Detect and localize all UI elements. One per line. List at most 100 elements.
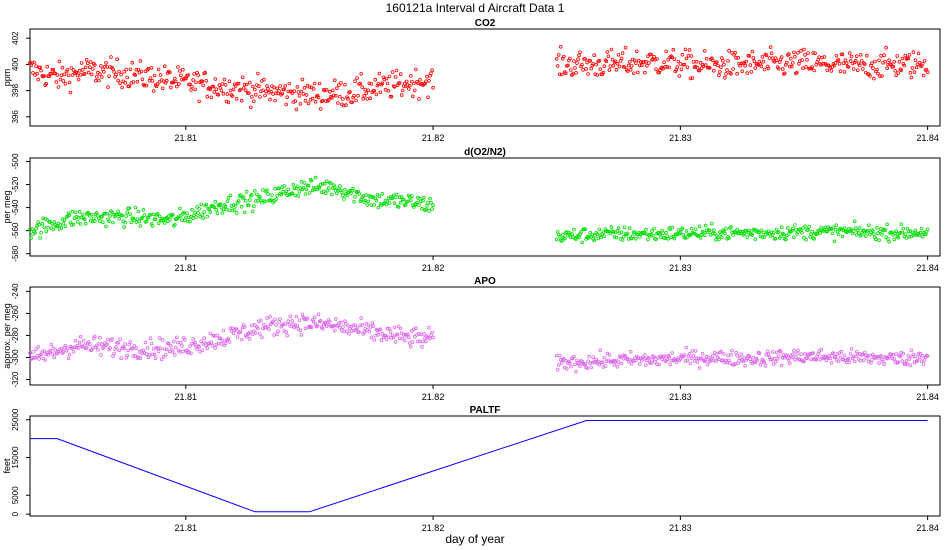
- data-point: [605, 50, 610, 54]
- plot-frame: [29, 157, 941, 257]
- data-point: [203, 70, 208, 75]
- data-point: [322, 181, 327, 186]
- data-point: [651, 233, 655, 238]
- data-point: [51, 227, 56, 232]
- data-point: [208, 210, 213, 215]
- data-point: [143, 340, 148, 345]
- data-point: [346, 323, 350, 328]
- data-point: [61, 79, 66, 83]
- data-point: [859, 59, 864, 63]
- data-point: [909, 75, 914, 80]
- y-tick-label: -320: [11, 371, 20, 388]
- data-point: [710, 58, 715, 63]
- data-point: [408, 198, 413, 203]
- data-point: [714, 352, 719, 356]
- data-point: [278, 317, 282, 321]
- data-point: [569, 235, 573, 240]
- data-point: [372, 89, 377, 93]
- data-point: [797, 61, 801, 66]
- data-point: [161, 354, 166, 359]
- data-point: [391, 335, 396, 340]
- data-point: [34, 347, 38, 352]
- data-point: [393, 195, 398, 200]
- data-point: [719, 65, 723, 69]
- data-point: [579, 230, 583, 235]
- data-point: [602, 234, 607, 239]
- x-tick-label: 21.82: [422, 263, 445, 273]
- data-point: [329, 192, 334, 197]
- data-point: [148, 336, 153, 341]
- data-point: [179, 214, 183, 218]
- data-point: [821, 61, 826, 66]
- data-point: [204, 202, 209, 207]
- data-point: [345, 329, 349, 334]
- data-point: [242, 325, 247, 329]
- data-point: [292, 186, 297, 191]
- data-point: [407, 341, 412, 345]
- data-point: [760, 235, 765, 239]
- data-point: [663, 65, 667, 69]
- data-point: [36, 344, 40, 349]
- data-point: [655, 56, 659, 61]
- data-point: [793, 54, 797, 59]
- plot-frame: [29, 415, 941, 517]
- data-point: [66, 356, 71, 361]
- data-point: [805, 356, 809, 361]
- data-point: [876, 231, 880, 236]
- data-point: [672, 57, 677, 61]
- data-point: [368, 96, 373, 100]
- data-point: [262, 322, 266, 327]
- data-point: [109, 55, 113, 59]
- data-point: [783, 237, 788, 242]
- data-point: [606, 54, 611, 59]
- data-point: [213, 199, 218, 204]
- x-tick-label: 21.84: [916, 263, 939, 273]
- data-point: [312, 315, 317, 320]
- data-point: [365, 203, 370, 207]
- data-point: [588, 58, 592, 63]
- data-point: [611, 230, 616, 234]
- data-point: [731, 67, 735, 71]
- data-point: [61, 350, 66, 354]
- data-point: [353, 194, 357, 199]
- data-point: [590, 232, 594, 237]
- data-point: [133, 353, 138, 358]
- data-point: [284, 330, 289, 334]
- data-point: [340, 190, 344, 195]
- data-point: [162, 347, 167, 351]
- data-point: [304, 93, 309, 97]
- data-point: [152, 352, 157, 357]
- data-point: [828, 356, 833, 361]
- data-point: [269, 198, 273, 202]
- data-point: [684, 229, 689, 233]
- x-tick-label: 21.83: [669, 392, 692, 402]
- data-point: [792, 50, 796, 55]
- data-point: [296, 90, 301, 94]
- data-point: [238, 87, 243, 92]
- panel-title: PALTF: [470, 405, 501, 416]
- data-point: [227, 340, 232, 344]
- data-point: [836, 359, 841, 364]
- data-point: [105, 211, 109, 216]
- data-point: [806, 228, 810, 232]
- data-point: [210, 343, 215, 348]
- data-point: [871, 229, 875, 233]
- data-point: [220, 338, 225, 343]
- data-point: [405, 83, 410, 87]
- data-point: [849, 54, 854, 59]
- data-point: [711, 228, 716, 233]
- data-point: [772, 356, 777, 361]
- data-point: [752, 59, 757, 63]
- data-point: [697, 68, 702, 73]
- data-point: [903, 232, 908, 237]
- y-tick-label: -500: [11, 153, 20, 170]
- data-point: [729, 225, 733, 229]
- data-point: [569, 68, 573, 72]
- data-point: [367, 329, 372, 334]
- data-point: [52, 355, 57, 360]
- data-point: [906, 353, 911, 358]
- data-point: [409, 194, 414, 199]
- data-point: [392, 85, 397, 89]
- data-point: [387, 201, 392, 205]
- data-point: [193, 87, 197, 92]
